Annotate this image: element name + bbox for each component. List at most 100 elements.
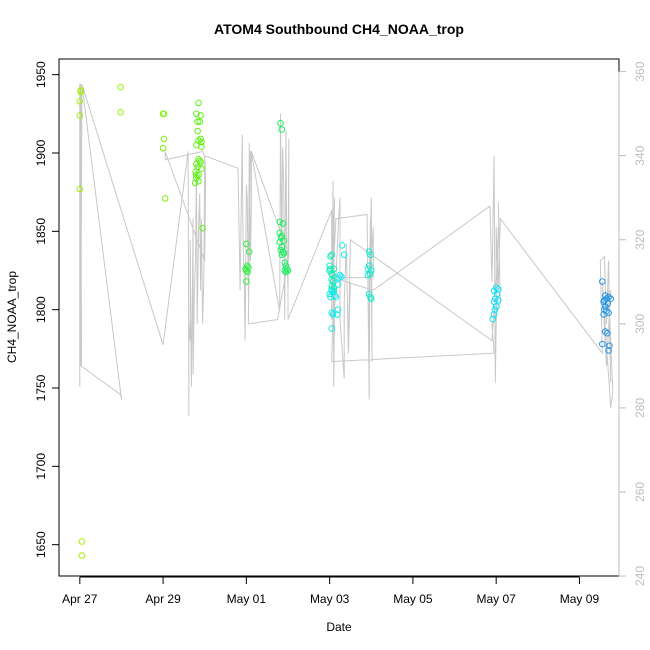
data-point — [328, 309, 336, 317]
x-axis-label: Date — [326, 620, 352, 634]
data-point — [76, 98, 84, 105]
data-point — [495, 297, 502, 304]
data-point — [364, 271, 372, 279]
data-point — [76, 185, 84, 193]
data-point — [191, 179, 199, 187]
data-point — [278, 126, 286, 133]
data-point — [244, 268, 251, 276]
data-point — [78, 552, 86, 559]
data-point — [160, 135, 168, 143]
y-tick-label: 1850 — [34, 218, 48, 245]
data-point — [193, 171, 200, 179]
data-point — [328, 276, 336, 284]
data-point — [495, 286, 502, 293]
data-point — [194, 127, 201, 135]
y-tick-label: 1650 — [34, 531, 48, 558]
x-tick-label: May 03 — [310, 592, 350, 606]
data-point — [246, 248, 253, 255]
y2-tick-label: 340 — [633, 145, 647, 165]
plot-frame — [58, 58, 620, 577]
y2-tick-label: 280 — [633, 398, 647, 418]
data-point — [199, 224, 206, 232]
data-point — [283, 265, 291, 273]
data-point — [489, 315, 497, 323]
y-tick-label: 1700 — [34, 453, 48, 480]
data-point — [338, 242, 346, 249]
data-point — [606, 342, 613, 350]
data-point — [326, 262, 333, 270]
data-point — [159, 145, 167, 152]
data-point — [195, 99, 202, 107]
data-point — [329, 289, 337, 296]
data-point — [197, 112, 204, 119]
data-point — [76, 112, 84, 119]
data-point — [193, 110, 200, 118]
data-point — [276, 218, 284, 226]
data-point — [280, 237, 288, 244]
data-point — [195, 177, 202, 185]
data-point — [197, 135, 204, 143]
x-tick-label: May 07 — [476, 592, 516, 606]
data-point — [599, 278, 606, 285]
y-axis-label: CH4_NOAA_trop — [5, 271, 19, 363]
y-tick-label: 1950 — [34, 61, 48, 88]
data-point — [602, 328, 609, 335]
data-point — [278, 243, 286, 251]
y2-tick-label: 360 — [633, 61, 647, 81]
data-point — [328, 251, 336, 259]
data-point — [282, 268, 290, 276]
data-point — [367, 251, 374, 259]
data-point — [605, 347, 612, 354]
data-point — [334, 306, 342, 314]
data-point — [491, 306, 499, 314]
data-point — [78, 538, 86, 545]
data-point — [194, 118, 201, 125]
data-point — [197, 159, 204, 166]
data-point — [332, 293, 340, 301]
data-point — [607, 295, 615, 303]
data-point — [117, 109, 124, 116]
data-point — [243, 278, 250, 285]
data-point — [243, 240, 250, 248]
data-point — [160, 110, 168, 118]
data-point — [243, 262, 251, 270]
altitude-profile-layer — [79, 83, 614, 417]
data-point — [198, 138, 205, 146]
x-tick-label: May 01 — [227, 592, 267, 606]
data-point — [331, 292, 338, 299]
data-points-layer — [76, 83, 615, 559]
data-point — [368, 267, 375, 274]
data-point — [281, 259, 289, 267]
data-point — [604, 329, 611, 337]
data-point — [193, 160, 200, 168]
chart-title: ATOM4 Southbound CH4_NOAA_trop — [214, 21, 464, 37]
y-tick-label: 1750 — [34, 374, 48, 401]
data-point — [198, 165, 205, 172]
data-point — [340, 251, 348, 259]
data-point — [277, 119, 284, 127]
y-axis-left: 1650 1700 1750 1800 1850 1900 1950 — [34, 61, 60, 558]
data-point — [280, 250, 288, 257]
y-tick-label: 1800 — [34, 296, 48, 323]
data-point — [365, 248, 373, 255]
y-tick-label: 1900 — [34, 139, 48, 166]
data-point — [328, 325, 336, 332]
data-point — [492, 303, 500, 310]
data-point — [281, 267, 289, 274]
data-point — [602, 303, 609, 310]
x-tick-label: Apr 27 — [62, 592, 98, 606]
y2-tick-label: 300 — [633, 313, 647, 333]
data-point — [336, 271, 344, 279]
data-point — [327, 253, 334, 260]
data-point — [196, 118, 203, 125]
data-point — [490, 311, 498, 318]
data-point — [335, 275, 343, 282]
x-tick-label: Apr 29 — [145, 592, 181, 606]
data-point — [77, 88, 84, 96]
data-point — [278, 251, 286, 259]
data-point — [243, 267, 250, 274]
y-axis-right: 240 260 280 300 320 340 360 — [618, 61, 647, 586]
data-point — [161, 195, 169, 202]
data-point — [329, 311, 337, 318]
data-point — [198, 143, 205, 150]
